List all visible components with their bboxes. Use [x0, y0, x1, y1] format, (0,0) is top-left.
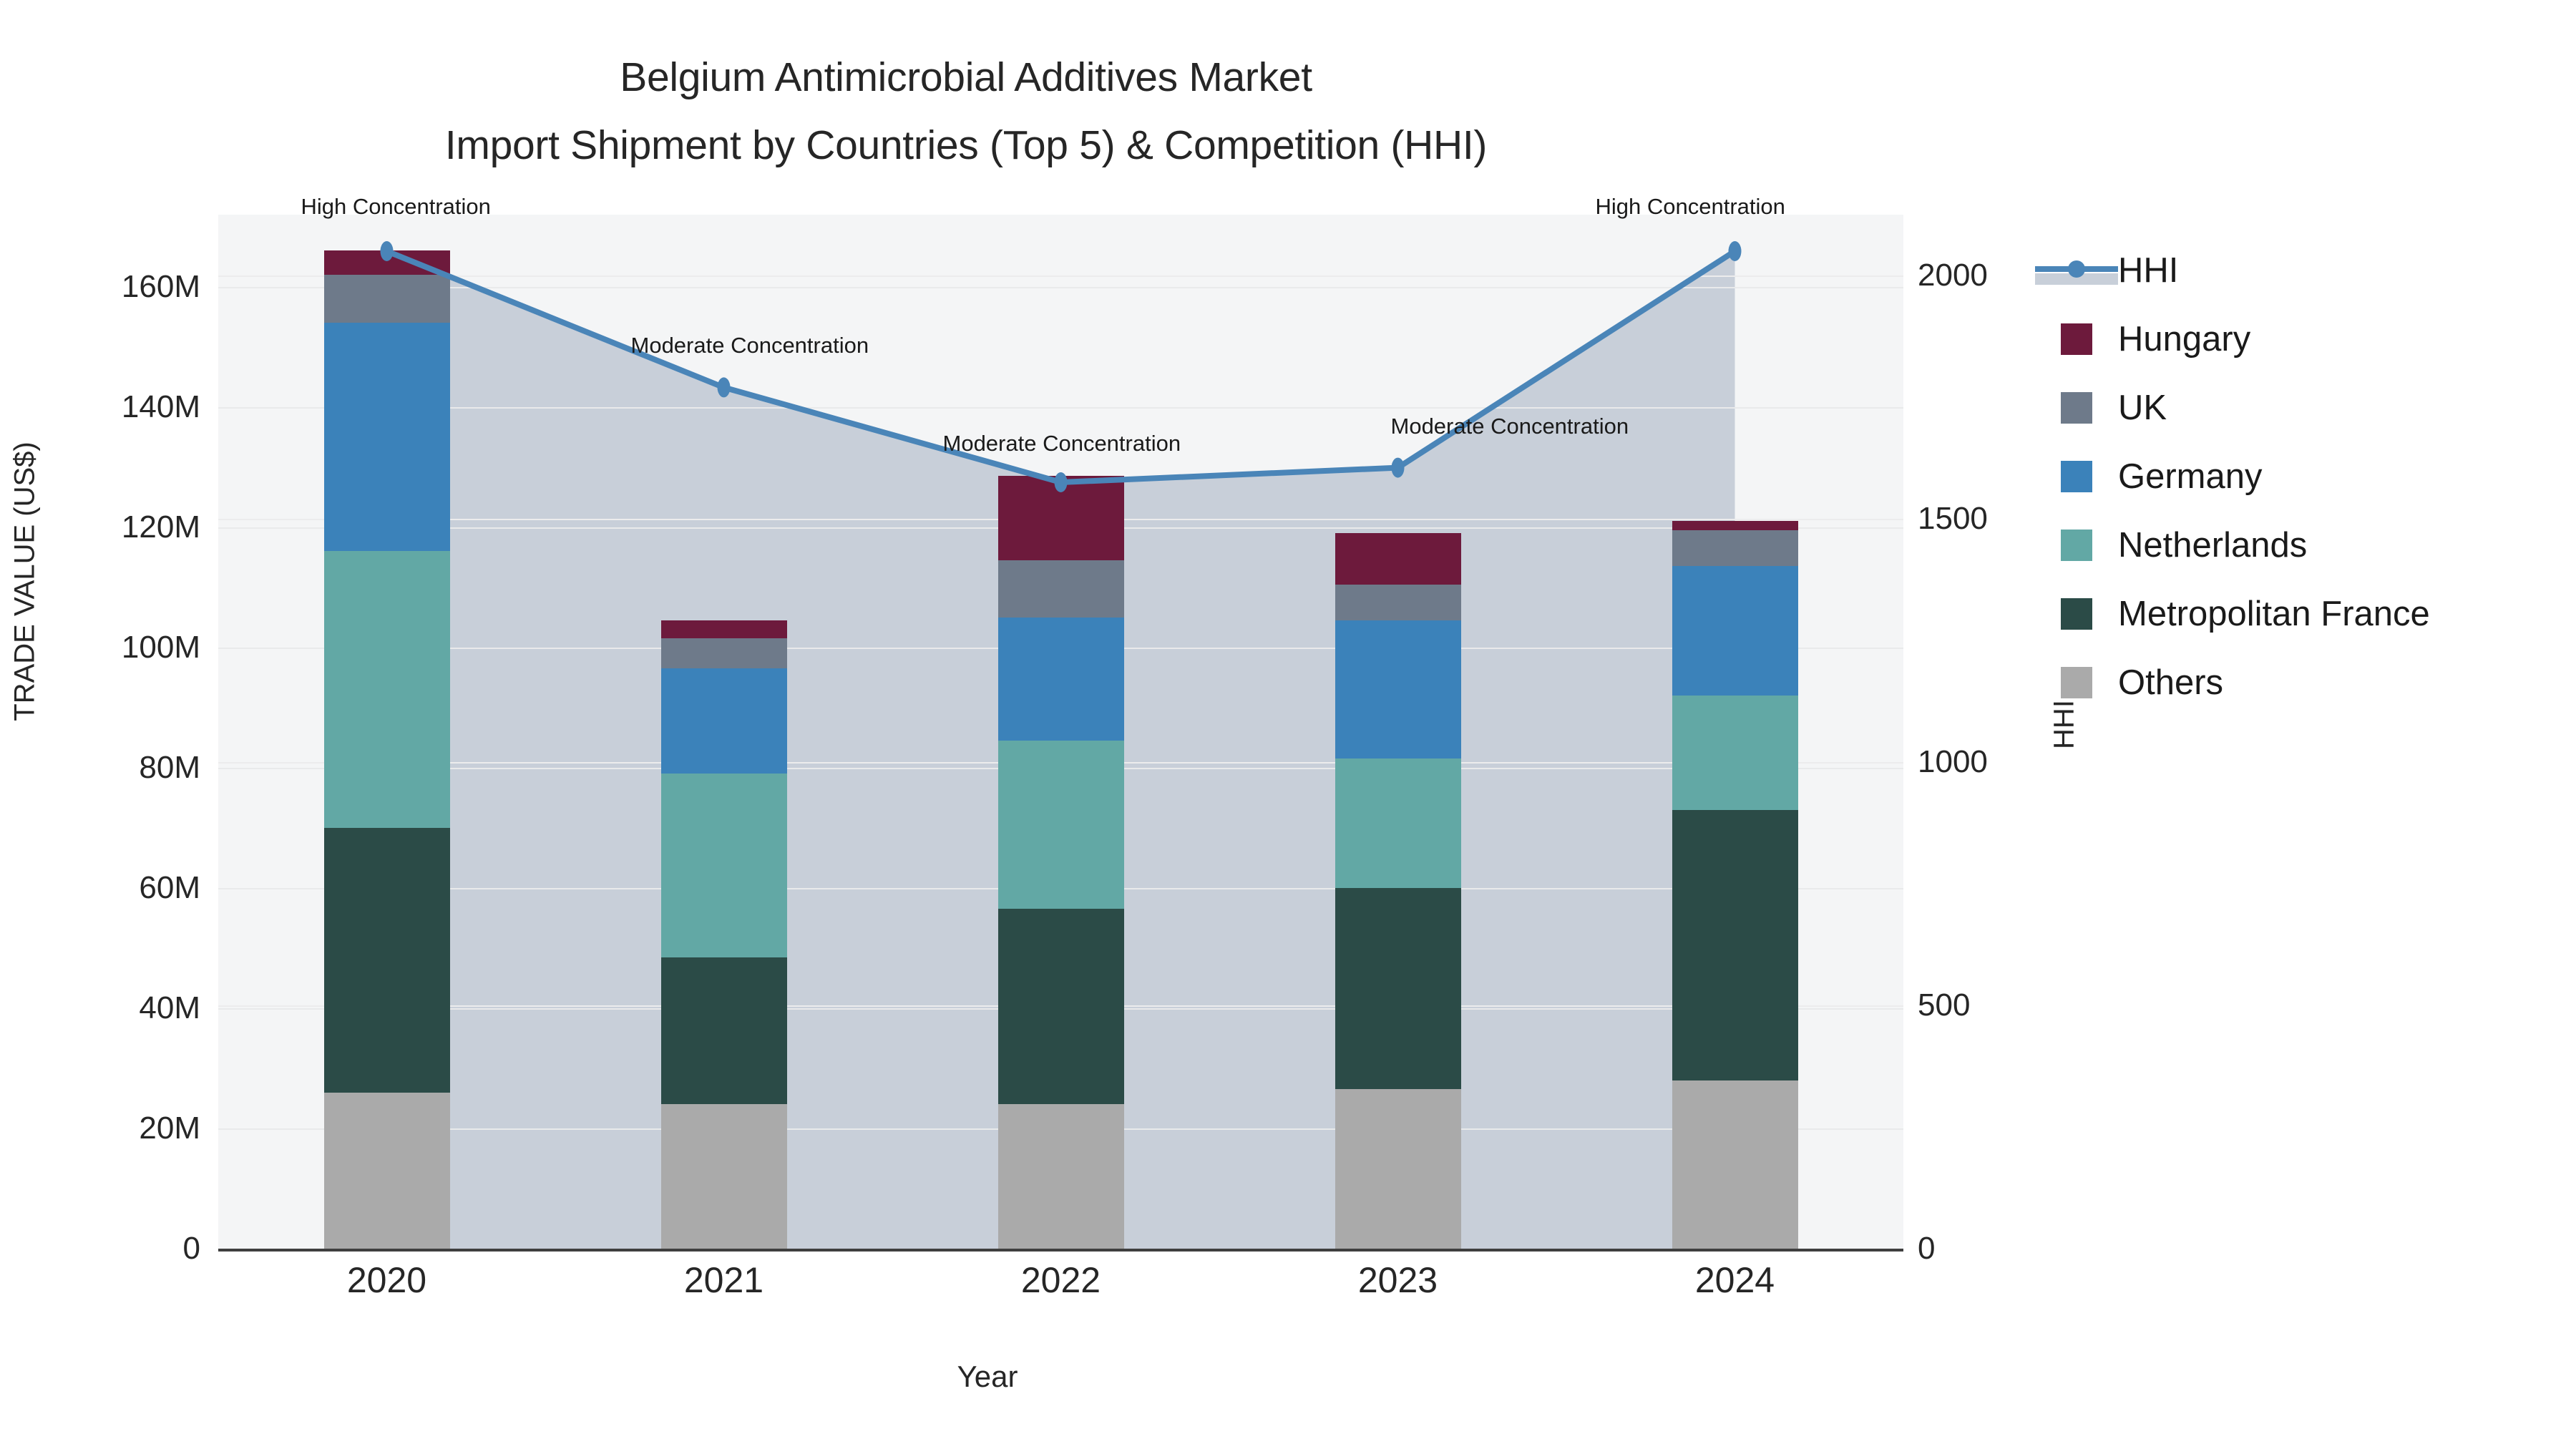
chart-title-line-1: Belgium Antimicrobial Additives Market	[620, 54, 1312, 100]
y-tick-right: 2000	[1918, 258, 1988, 293]
bar-group[interactable]	[1335, 533, 1461, 1249]
gridline-left	[218, 406, 1903, 409]
bar-segment-metropolitan-france[interactable]	[660, 957, 787, 1105]
y-tick-right: 0	[1918, 1231, 1936, 1266]
legend-item-netherlands[interactable]: Netherlands	[2061, 511, 2562, 580]
x-tick-2022: 2022	[1020, 1260, 1101, 1300]
legend-label: Germany	[2118, 457, 2263, 496]
legend-item-hungary[interactable]: Hungary	[2061, 305, 2562, 374]
x-tick-2021: 2021	[683, 1260, 764, 1300]
bar-segment-hungary[interactable]	[1672, 521, 1798, 531]
y-tick-right: 500	[1918, 987, 1971, 1023]
hhi-point[interactable]	[380, 241, 394, 261]
bar-segment-others[interactable]	[1672, 1080, 1798, 1249]
y-tick-left: 20M	[139, 1110, 200, 1146]
hhi-point[interactable]	[1728, 241, 1742, 261]
bar-segment-germany[interactable]	[1672, 566, 1798, 696]
legend-item-metropolitan-france[interactable]: Metropolitan France	[2061, 580, 2562, 648]
annotation-label: High Concentration	[1595, 194, 1785, 219]
legend-swatch-icon	[2061, 667, 2092, 698]
bar-segment-uk[interactable]	[997, 560, 1124, 618]
bar-segment-uk[interactable]	[1335, 584, 1461, 621]
bar-segment-others[interactable]	[323, 1092, 450, 1249]
hhi-point[interactable]	[1391, 457, 1405, 478]
legend: HHI Hungary UK Germany Netherlands Metropolit…	[2035, 236, 2562, 717]
gridline-right	[218, 275, 1903, 277]
legend-swatch-icon	[2061, 323, 2092, 355]
bar-segment-uk[interactable]	[323, 275, 450, 323]
x-axis-line	[218, 1249, 1903, 1252]
bar-group[interactable]	[997, 476, 1124, 1249]
chart-title-line-2: Import Shipment by Countries (Top 5) & C…	[444, 122, 1488, 168]
legend-label: Netherlands	[2118, 526, 2308, 565]
plot-area: High Concentration Moderate Concentration…	[218, 194, 1903, 1250]
legend-label: UK	[2118, 389, 2167, 427]
legend-label: Hungary	[2118, 320, 2251, 358]
x-tick-2020: 2020	[346, 1260, 427, 1300]
legend-line-marker-icon	[2035, 255, 2118, 286]
hhi-point[interactable]	[1054, 472, 1068, 492]
y-tick-left: 80M	[139, 749, 200, 785]
bar-group[interactable]	[1672, 521, 1798, 1249]
legend-swatch-icon	[2061, 392, 2092, 424]
bar-segment-others[interactable]	[1335, 1089, 1461, 1249]
bar-segment-germany[interactable]	[323, 323, 450, 552]
y-tick-left: 120M	[121, 509, 200, 545]
legend-swatch-icon	[2061, 598, 2092, 630]
legend-item-others[interactable]: Others	[2061, 648, 2562, 717]
y-tick-left: 100M	[121, 629, 200, 665]
bar-segment-metropolitan-france[interactable]	[1672, 809, 1798, 1080]
bar-segment-uk[interactable]	[660, 638, 787, 669]
hhi-line	[380, 241, 1742, 492]
hhi-point[interactable]	[717, 377, 731, 398]
bar-segment-netherlands[interactable]	[1672, 696, 1798, 810]
bar-segment-germany[interactable]	[660, 668, 787, 774]
bar-segment-netherlands[interactable]	[997, 741, 1124, 909]
y-axis-left-label: TRADE VALUE (US$)	[9, 441, 41, 721]
bar-segment-hungary[interactable]	[660, 620, 787, 639]
annotation-label: Moderate Concentration	[942, 431, 1181, 456]
legend-item-uk[interactable]: UK	[2061, 374, 2562, 442]
bar-segment-germany[interactable]	[997, 617, 1124, 741]
legend-item-hhi[interactable]: HHI	[2035, 236, 2562, 305]
gridline-left	[218, 286, 1903, 288]
bar-group[interactable]	[323, 250, 450, 1249]
x-axis-label: Year	[957, 1360, 1018, 1393]
legend-label: Others	[2118, 663, 2224, 702]
bar-segment-others[interactable]	[997, 1104, 1124, 1249]
y-tick-left: 60M	[139, 869, 200, 905]
bar-group[interactable]	[660, 620, 787, 1249]
bar-segment-metropolitan-france[interactable]	[1335, 887, 1461, 1090]
annotation-label: Moderate Concentration	[630, 333, 869, 358]
annotation-label: Moderate Concentration	[1390, 413, 1629, 439]
y-tick-left: 160M	[121, 268, 200, 304]
bar-segment-metropolitan-france[interactable]	[997, 909, 1124, 1105]
bar-segment-hungary[interactable]	[1335, 533, 1461, 585]
legend-swatch-icon	[2061, 530, 2092, 561]
annotation-label: High Concentration	[301, 194, 491, 219]
y-axis-left: 0 20M 40M 60M 80M 100M 120M 140M 160M	[0, 215, 200, 1264]
legend-label: Metropolitan France	[2118, 595, 2430, 633]
bar-segment-others[interactable]	[660, 1104, 787, 1249]
bar-segment-netherlands[interactable]	[323, 551, 450, 828]
y-tick-left: 40M	[139, 990, 200, 1025]
bar-segment-germany[interactable]	[1335, 620, 1461, 759]
y-axis-right: 0 500 1000 1500 2000	[1918, 215, 2104, 1264]
bar-segment-uk[interactable]	[1672, 530, 1798, 567]
bar-segment-netherlands[interactable]	[1335, 758, 1461, 888]
y-tick-left: 140M	[121, 389, 200, 424]
legend-label: HHI	[2118, 251, 2179, 290]
y-tick-left: 0	[182, 1231, 200, 1266]
y-tick-right: 1500	[1918, 501, 1988, 536]
x-tick-2024: 2024	[1694, 1260, 1775, 1300]
x-tick-2023: 2023	[1357, 1260, 1438, 1300]
y-tick-right: 1000	[1918, 744, 1988, 779]
bar-segment-netherlands[interactable]	[660, 774, 787, 957]
legend-swatch-icon	[2061, 461, 2092, 492]
bar-segment-metropolitan-france[interactable]	[323, 827, 450, 1093]
legend-item-germany[interactable]: Germany	[2061, 442, 2562, 511]
